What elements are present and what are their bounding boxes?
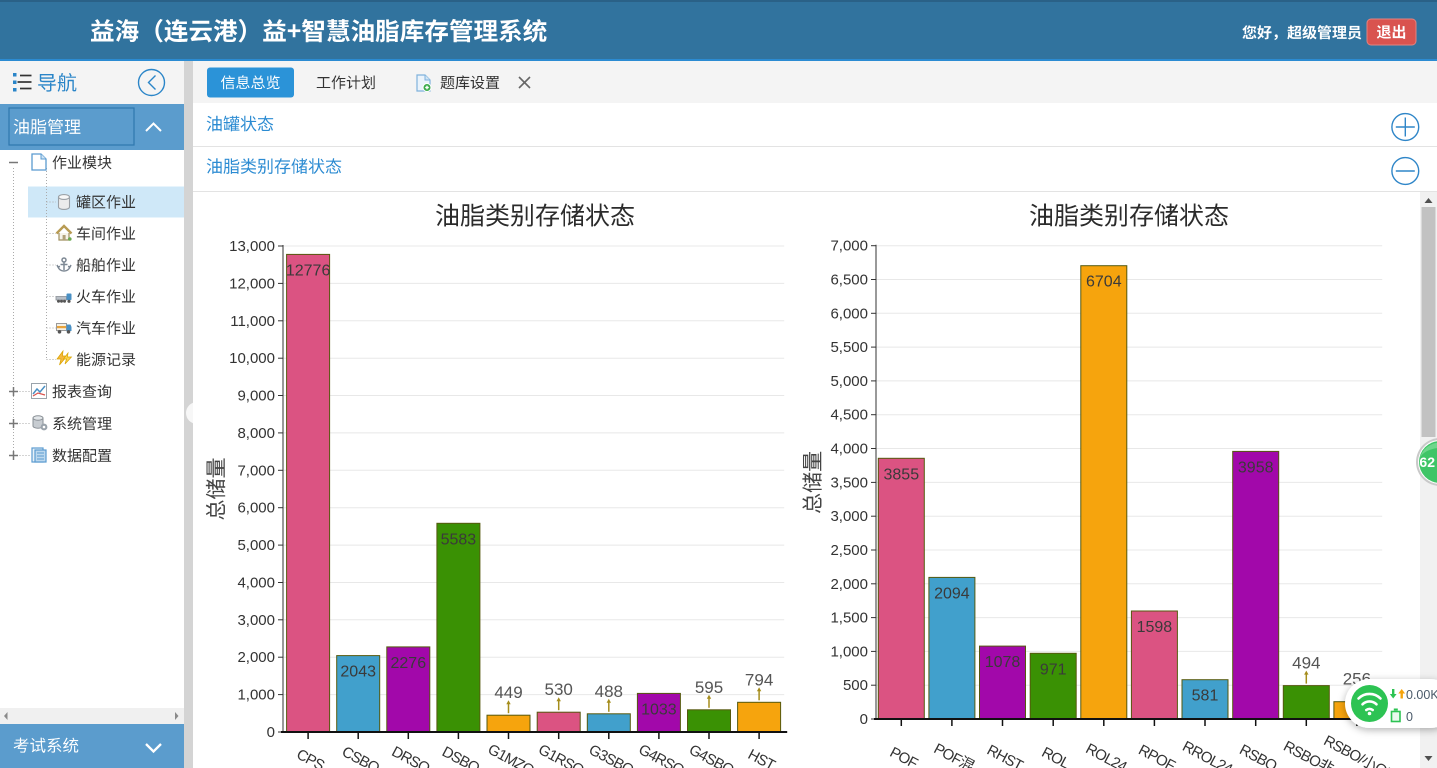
svg-text:488: 488 bbox=[595, 682, 623, 701]
svg-text:5583: 5583 bbox=[441, 531, 477, 548]
svg-text:530: 530 bbox=[545, 680, 573, 699]
svg-text:62: 62 bbox=[1419, 454, 1435, 470]
svg-text:494: 494 bbox=[1292, 654, 1320, 673]
svg-text:2043: 2043 bbox=[340, 664, 376, 681]
svg-text:5,500: 5,500 bbox=[830, 339, 868, 356]
svg-text:6,000: 6,000 bbox=[237, 500, 275, 517]
svg-text:13,000: 13,000 bbox=[229, 238, 275, 255]
svg-text:11,000: 11,000 bbox=[230, 313, 275, 330]
svg-text:449: 449 bbox=[494, 683, 522, 702]
svg-text:3,000: 3,000 bbox=[237, 612, 275, 629]
svg-text:7,000: 7,000 bbox=[237, 462, 275, 479]
svg-text:2,000: 2,000 bbox=[237, 649, 275, 666]
svg-text:2094: 2094 bbox=[934, 585, 970, 602]
svg-text:794: 794 bbox=[745, 670, 773, 689]
svg-text:0: 0 bbox=[267, 724, 275, 741]
svg-text:4,500: 4,500 bbox=[830, 407, 868, 424]
svg-text:3,000: 3,000 bbox=[830, 508, 868, 525]
svg-text:3,500: 3,500 bbox=[830, 474, 868, 491]
svg-text:1078: 1078 bbox=[985, 654, 1021, 671]
svg-text:1,000: 1,000 bbox=[237, 687, 275, 704]
svg-text:4,000: 4,000 bbox=[830, 441, 868, 458]
svg-text:1,500: 1,500 bbox=[830, 610, 868, 627]
svg-text:595: 595 bbox=[695, 678, 723, 697]
svg-text:6704: 6704 bbox=[1086, 274, 1122, 291]
svg-text:0.00K: 0.00K bbox=[1406, 688, 1437, 702]
svg-text:9,000: 9,000 bbox=[237, 388, 275, 405]
svg-text:1598: 1598 bbox=[1137, 619, 1173, 636]
svg-text:12776: 12776 bbox=[286, 262, 331, 279]
svg-text:6,000: 6,000 bbox=[830, 305, 868, 322]
svg-text:2,000: 2,000 bbox=[830, 576, 868, 593]
svg-text:4,000: 4,000 bbox=[237, 575, 275, 592]
svg-text:0: 0 bbox=[1406, 710, 1413, 724]
svg-text:1033: 1033 bbox=[641, 701, 677, 718]
svg-text:3855: 3855 bbox=[884, 466, 920, 483]
svg-text:OP: OP bbox=[1372, 759, 1398, 768]
svg-text:1,000: 1,000 bbox=[830, 643, 868, 660]
svg-text:5,000: 5,000 bbox=[237, 537, 275, 554]
svg-text:500: 500 bbox=[843, 677, 868, 694]
svg-text:5,000: 5,000 bbox=[830, 373, 868, 390]
svg-text:3958: 3958 bbox=[1238, 459, 1274, 476]
svg-text:12,000: 12,000 bbox=[229, 275, 275, 292]
svg-text:8,000: 8,000 bbox=[237, 425, 275, 442]
svg-text:6,500: 6,500 bbox=[830, 272, 868, 289]
svg-text:2276: 2276 bbox=[391, 655, 427, 672]
svg-text:581: 581 bbox=[1192, 688, 1219, 705]
svg-text:10,000: 10,000 bbox=[229, 350, 275, 367]
svg-text:2,500: 2,500 bbox=[830, 542, 868, 559]
svg-text:0: 0 bbox=[860, 711, 868, 728]
svg-text:971: 971 bbox=[1040, 661, 1067, 678]
svg-text:7,000: 7,000 bbox=[830, 238, 868, 255]
